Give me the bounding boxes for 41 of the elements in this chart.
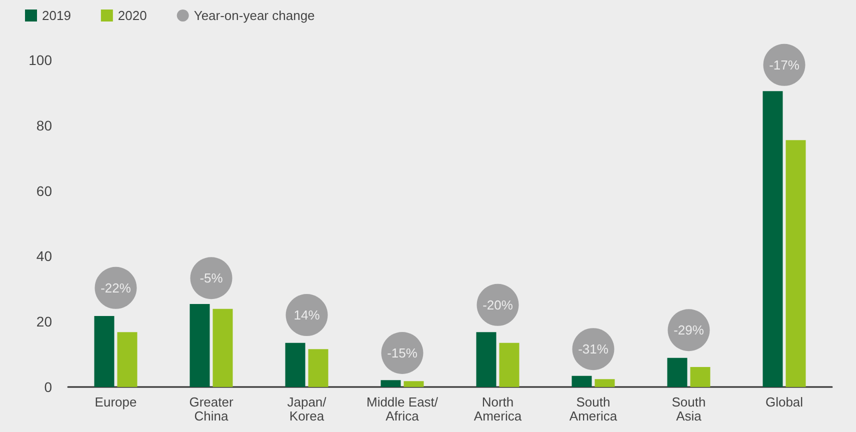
y-tick-label: 0 — [44, 379, 52, 395]
x-tick-label: Greater China — [189, 394, 234, 424]
legend-label: Year-on-year change — [194, 8, 315, 23]
x-tick-label: South Asia — [672, 394, 706, 424]
bar — [308, 349, 328, 387]
bar — [572, 376, 592, 387]
annotation: -15% — [387, 345, 418, 360]
x-tick-label: Global — [765, 394, 804, 410]
annotation: -31% — [578, 342, 609, 357]
x-tick-label: Japan/ Korea — [287, 394, 327, 424]
annotation: -17% — [769, 57, 800, 72]
bar — [285, 342, 306, 387]
legend-label: 2020 — [118, 8, 147, 23]
bar — [786, 140, 806, 387]
annotation: 14% — [294, 308, 320, 323]
x-tick-label: North America — [474, 394, 522, 424]
y-tick-label: 80 — [36, 117, 52, 134]
legend-label: 2019 — [42, 8, 71, 23]
bar — [94, 316, 114, 387]
bar — [404, 381, 424, 387]
bar — [690, 367, 710, 387]
y-tick-label: 60 — [36, 182, 52, 199]
bar — [212, 308, 233, 387]
bar — [594, 379, 615, 387]
x-tick-label: Middle East/ Africa — [366, 394, 438, 424]
bar — [380, 380, 401, 387]
annotation: -29% — [674, 322, 704, 338]
y-tick-label: 20 — [36, 314, 52, 330]
bar — [190, 304, 210, 387]
y-tick-label: 100 — [28, 52, 52, 68]
bar — [476, 332, 496, 387]
y-tick-label: 40 — [36, 248, 52, 264]
bar — [762, 91, 783, 387]
x-tick-label: Europe — [94, 394, 137, 410]
bar — [117, 332, 138, 387]
bar — [667, 358, 688, 387]
x-tick-label: South America — [569, 394, 618, 424]
annotation: -20% — [482, 297, 514, 312]
annotation: -5% — [200, 270, 224, 286]
annotation: -22% — [100, 280, 132, 296]
bar — [499, 342, 520, 387]
